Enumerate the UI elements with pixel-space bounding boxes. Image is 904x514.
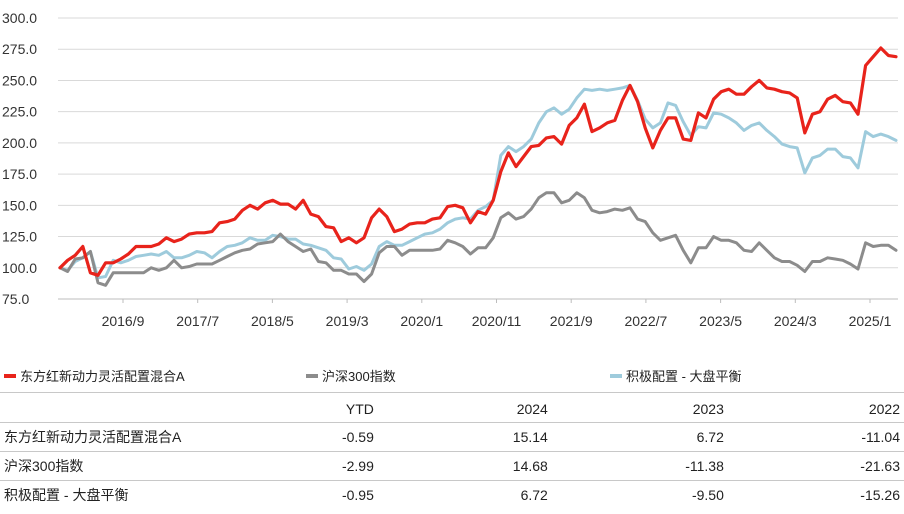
table-header-row: YTD 2024 2023 2022: [0, 396, 904, 423]
y-tick-label: 200.0: [2, 135, 37, 151]
x-tick-label: 2017/7: [176, 313, 219, 329]
cell-ytd: -0.59: [257, 422, 378, 452]
y-tick-label: 100.0: [2, 260, 37, 276]
row-name: 东方红新动力灵活配置混合A: [0, 422, 258, 452]
cell-2022: -21.63: [727, 451, 904, 481]
legend-swatch-index: [306, 373, 318, 378]
legend-item-fund: 东方红新动力灵活配置混合A: [4, 366, 185, 385]
x-tick-label: 2022/7: [624, 313, 667, 329]
performance-table: YTD 2024 2023 2022 东方红新动力灵活配置混合A -0.59 1…: [0, 396, 904, 509]
legend-label-index: 沪深300指数: [322, 369, 396, 384]
series-line-fund: [58, 46, 898, 277]
performance-line-chart: 75.0 100.0 125.0 150.0 175.0 200.0 225.0 250.0 2…: [2, 10, 898, 329]
chart-legend: 东方红新动力灵活配置混合A 沪深300指数 积极配置 - 大盘平衡: [0, 366, 904, 388]
legend-item-benchmark: 积极配置 - 大盘平衡: [610, 366, 742, 385]
table-header-2024: 2024: [516, 401, 548, 417]
y-tick-label: 75.0: [2, 291, 29, 307]
cell-ytd: -0.95: [257, 480, 378, 509]
cell-2023: -9.50: [551, 480, 728, 509]
y-tick-label: 175.0: [2, 166, 37, 182]
table-header-ytd: YTD: [345, 401, 374, 417]
cell-2022: -15.26: [727, 480, 904, 509]
legend-label-benchmark: 积极配置 - 大盘平衡: [626, 369, 742, 384]
y-tick-label: 300.0: [2, 10, 37, 26]
cell-ytd: -2.99: [257, 451, 378, 481]
y-tick-label: 225.0: [2, 104, 37, 120]
legend-item-index: 沪深300指数: [306, 366, 396, 385]
table-header-name: [0, 396, 258, 423]
y-tick-label: 150.0: [2, 197, 37, 213]
y-tick-label: 125.0: [2, 229, 37, 245]
x-tick-label: 2024/3: [774, 313, 817, 329]
x-tick-label: 2021/9: [550, 313, 593, 329]
row-name: 积极配置 - 大盘平衡: [0, 480, 258, 509]
cell-2024: 6.72: [377, 480, 552, 509]
cell-2024: 14.68: [377, 451, 552, 481]
legend-swatch-benchmark: [610, 373, 622, 378]
x-tick-label: 2025/1: [849, 313, 892, 329]
table-row: 东方红新动力灵活配置混合A -0.59 15.14 6.72 -11.04: [0, 422, 904, 452]
y-tick-label: 250.0: [2, 72, 37, 88]
table-header-2022: 2022: [868, 401, 900, 417]
cell-2022: -11.04: [727, 422, 904, 452]
x-tick-label: 2023/5: [699, 313, 742, 329]
legend-divider: [0, 392, 904, 393]
x-tick-label: 2020/11: [472, 313, 522, 329]
cell-2024: 15.14: [377, 422, 552, 452]
series-line-index: [58, 191, 898, 287]
cell-2023: -11.38: [551, 451, 728, 481]
table-row: 沪深300指数 -2.99 14.68 -11.38 -21.63: [0, 451, 904, 481]
x-tick-label: 2020/1: [400, 313, 443, 329]
row-name: 沪深300指数: [0, 451, 258, 481]
x-tick-label: 2018/5: [251, 313, 294, 329]
table-header-2023: 2023: [692, 401, 724, 417]
legend-label-fund: 东方红新动力灵活配置混合A: [20, 369, 185, 384]
x-tick-label: 2016/9: [102, 313, 145, 329]
cell-2023: 6.72: [551, 422, 728, 452]
legend-swatch-fund: [4, 373, 16, 378]
x-tick-label: 2019/3: [326, 313, 369, 329]
y-tick-label: 275.0: [2, 41, 37, 57]
table-row: 积极配置 - 大盘平衡 -0.95 6.72 -9.50 -15.26: [0, 480, 904, 509]
